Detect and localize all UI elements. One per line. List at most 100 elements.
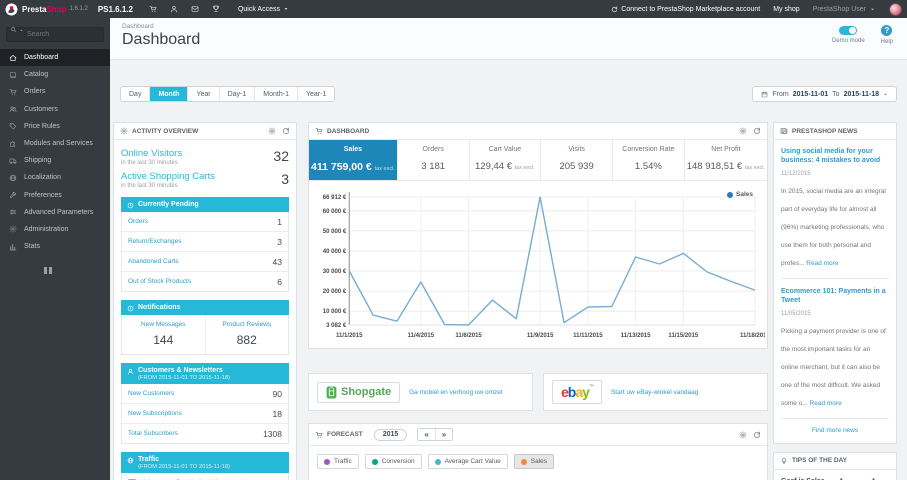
sidebar: Dashboard Catalog Orders Customers Price… (0, 18, 110, 480)
search-input[interactable] (6, 27, 104, 42)
forecast-year-selector[interactable]: 2015 (373, 428, 408, 441)
breadcrumb[interactable]: Dashboard (122, 23, 154, 30)
svg-text:66 912 €: 66 912 € (323, 195, 347, 201)
sidebar-item-catalog[interactable]: Catalog (0, 66, 110, 83)
google-analytics-link[interactable]: Link to your Google Analytics account (121, 473, 289, 480)
online-visitors-value: 32 (273, 148, 289, 164)
kpi-sales[interactable]: Sales 411 759,00 € tax excl. (309, 140, 398, 180)
preset-year-1[interactable]: Year-1 (297, 87, 335, 101)
customers-newsletters-header: Customers & Newsletters (FROM 2015-11-01 … (121, 363, 289, 384)
gear-icon[interactable] (268, 127, 276, 135)
read-more-link[interactable]: Read more (806, 259, 839, 267)
search-scope-caret-icon[interactable] (19, 28, 24, 33)
preset-day[interactable]: Day (121, 87, 151, 101)
ebay-banner[interactable]: ebay™ Start uw eBay-winkel vandaag (543, 373, 768, 411)
sidebar-item-dashboard[interactable]: Dashboard (0, 49, 110, 67)
panel-title: TIPS OF THE DAY (792, 457, 848, 465)
messages-icon[interactable] (191, 5, 199, 13)
product-reviews-link[interactable]: Product Reviews (222, 321, 272, 328)
online-visitors-link[interactable]: Online Visitors (121, 148, 183, 159)
svg-text:11/11/2015: 11/11/2015 (573, 333, 603, 339)
forecast-prev-button[interactable]: « (418, 429, 436, 440)
preset-day-1[interactable]: Day-1 (219, 87, 256, 101)
help-icon[interactable]: ? (881, 25, 893, 36)
currently-pending-header: Currently Pending (121, 197, 289, 212)
forecast-next-button[interactable]: » (435, 429, 453, 440)
cart-icon (315, 127, 323, 135)
top-bar: PrestaShop 1.6.1.2 PS1.6.1.2 Quick Acces… (0, 0, 907, 18)
legend-dot (727, 191, 733, 198)
find-more-news-link[interactable]: Find more news (811, 426, 859, 434)
cart-icon[interactable] (149, 5, 157, 13)
sidebar-item-stats[interactable]: Stats (0, 238, 110, 255)
sidebar-item-modules[interactable]: Modules and Services (0, 135, 110, 152)
trophy-icon[interactable] (212, 5, 220, 13)
chevron-down-icon (869, 6, 876, 13)
newspaper-icon (780, 127, 788, 135)
help-control: ? Help (881, 25, 893, 45)
date-from: 2015-11-01 (792, 90, 829, 98)
avatar[interactable] (889, 2, 902, 16)
users-icon (9, 105, 17, 113)
sidebar-item-administration[interactable]: Administration (0, 221, 110, 238)
quick-access-menu[interactable]: Quick Access (238, 6, 289, 13)
svg-text:10 000 €: 10 000 € (323, 309, 347, 315)
chart-legend[interactable]: Sales (727, 191, 753, 198)
date-range-picker[interactable]: From 2015-11-01 To 2015-11-18 (752, 86, 897, 102)
news-article-title[interactable]: Using social media for your business: 4 … (781, 148, 881, 165)
gear-icon[interactable] (739, 127, 747, 135)
clock-icon (127, 202, 134, 209)
prestashop-news-panel: PRESTASHOP NEWS Using social media for y… (773, 122, 897, 444)
sidebar-collapse-button[interactable] (44, 267, 110, 275)
alert-icon (127, 305, 134, 312)
demo-mode-toggle[interactable] (839, 26, 858, 35)
preset-month-1[interactable]: Month-1 (255, 87, 298, 101)
news-article-title[interactable]: Ecommerce 101: Payments in a Tweet (781, 287, 886, 305)
sidebar-item-shipping[interactable]: Shipping (0, 152, 110, 169)
ebay-link[interactable]: Start uw eBay-winkel vandaag (610, 388, 699, 396)
brand-version: 1.6.1.2 (69, 6, 88, 12)
search-icon[interactable] (10, 26, 17, 33)
user-menu[interactable]: PrestaShop User (813, 6, 876, 13)
sales-line-chart: 66 912 € 60 000 € 50 000 € 40 000 € 30 000 €… (323, 192, 770, 339)
sidebar-item-advanced-parameters[interactable]: Advanced Parameters (0, 204, 110, 221)
sliders-icon (9, 208, 17, 216)
active-carts-stat: Active Shopping Carts in the last 30 min… (121, 171, 289, 189)
active-carts-link[interactable]: Active Shopping Carts (121, 171, 215, 182)
forecast-legend-traffic[interactable]: Traffic (317, 454, 359, 469)
kpi-orders[interactable]: Orders 3 181 (398, 140, 470, 180)
new-messages-link[interactable]: New Messages (141, 321, 186, 328)
refresh-icon[interactable] (282, 127, 290, 135)
preset-month[interactable]: Month (150, 87, 189, 101)
read-more-link[interactable]: Read more (809, 399, 842, 407)
sidebar-item-localization[interactable]: Localization (0, 169, 110, 186)
kpi-visits[interactable]: Visits 205 939 (541, 140, 613, 180)
gear-icon[interactable] (739, 431, 747, 439)
sidebar-item-price-rules[interactable]: Price Rules (0, 118, 110, 135)
refresh-icon[interactable] (753, 127, 761, 135)
forecast-legend-sales[interactable]: Sales (513, 454, 554, 469)
forecast-legend-conversion[interactable]: Conversion (364, 454, 422, 469)
sidebar-item-customers[interactable]: Customers (0, 101, 110, 118)
customers-icon[interactable] (170, 5, 178, 13)
shopgate-link[interactable]: Ga mobiel en verhoog uw omzet (409, 388, 503, 396)
svg-text:11/6/2015: 11/6/2015 (455, 333, 482, 339)
svg-text:20 000 €: 20 000 € (323, 289, 347, 295)
svg-text:11/1/2015: 11/1/2015 (336, 333, 363, 339)
preset-year[interactable]: Year (188, 87, 220, 101)
sidebar-item-orders[interactable]: Orders (0, 83, 110, 100)
customers-row-new-customers: New Customers 90 (122, 384, 288, 404)
svg-text:11/9/2015: 11/9/2015 (527, 333, 554, 339)
kpi-net-profit[interactable]: Net Profit 148 918,51 € tax excl. (686, 146, 766, 172)
panel-title: FORECAST (327, 431, 363, 438)
shopgate-banner[interactable]: Shopgate Ga mobiel en verhoog uw omzet (308, 373, 533, 411)
kpi-cart-value[interactable]: Cart Value 129,44 € tax excl. (470, 140, 542, 180)
marketplace-link[interactable]: Connect to PrestaShop Marketplace accoun… (611, 5, 760, 13)
refresh-icon[interactable] (753, 431, 761, 439)
my-shop-link[interactable]: My shop (773, 5, 800, 13)
kpi-conversion-rate[interactable]: Conversion Rate 1.54% (613, 140, 685, 180)
sidebar-menu: Dashboard Catalog Orders Customers Price… (0, 49, 110, 255)
globe-icon (127, 457, 134, 464)
forecast-legend-average-cart-value[interactable]: Average Cart Value (427, 454, 508, 469)
sidebar-item-preferences[interactable]: Preferences (0, 187, 110, 204)
